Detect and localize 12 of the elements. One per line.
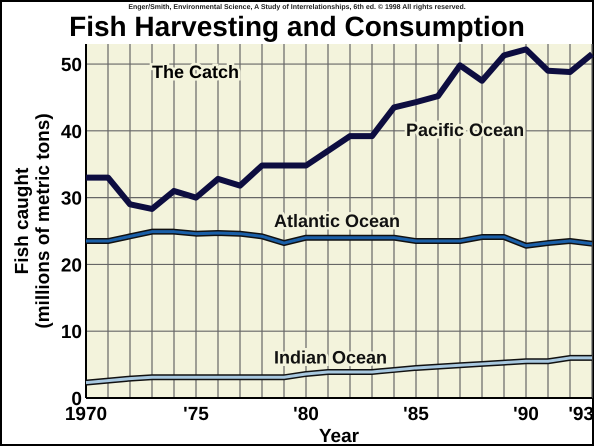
y-tick-label: 30 [60, 188, 82, 210]
y-tick-label: 50 [60, 55, 82, 76]
y-tick-label: 40 [60, 122, 82, 143]
x-axis-title: Year [318, 426, 360, 446]
x-tick-label: '80 [293, 404, 319, 425]
x-tick-label: '85 [403, 404, 430, 425]
y-tick-label: 10 [60, 322, 82, 344]
x-tick-label: '90 [513, 404, 539, 425]
y-tick-label: 20 [60, 255, 82, 276]
chart-title: Fish Harvesting and Consumption [69, 11, 525, 42]
x-tick-label: '75 [183, 404, 210, 425]
y-axis-title: Fish caught (millions of metric tons) [12, 113, 54, 329]
